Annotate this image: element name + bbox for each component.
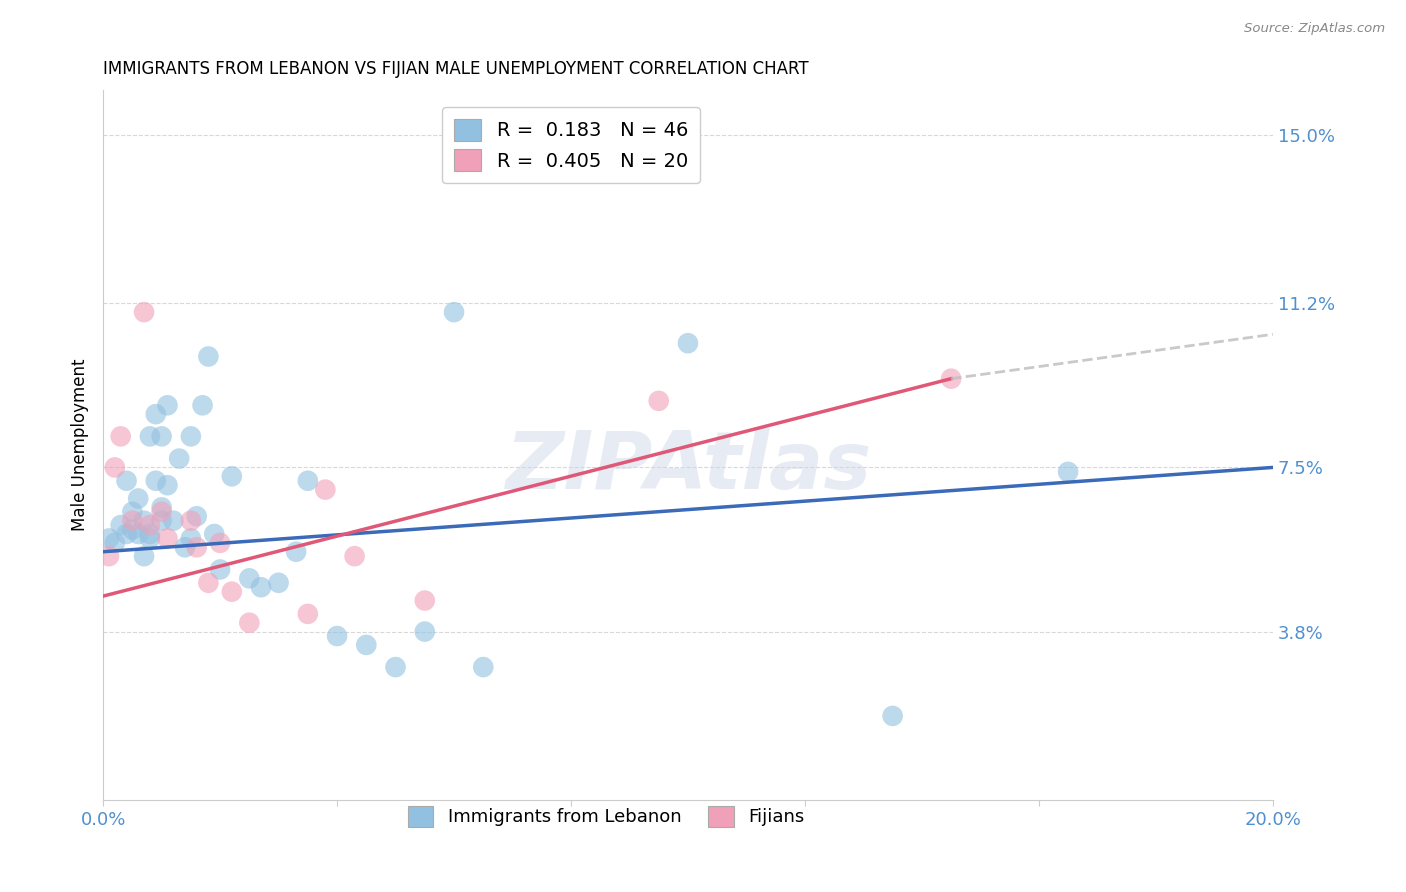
Point (145, 474, 167, 488)
Point (343, 549, 366, 564)
Point (882, 709, 904, 723)
Point (180, 429, 202, 443)
Text: ZIPAtlas: ZIPAtlas (505, 427, 872, 506)
Point (250, 580, 273, 594)
Point (115, 527, 138, 541)
Point (167, 451, 190, 466)
Point (180, 532, 202, 546)
Y-axis label: Male Unemployment: Male Unemployment (72, 359, 89, 532)
Point (326, 629, 349, 643)
Point (127, 491, 149, 506)
Point (150, 514, 173, 528)
Point (162, 514, 184, 528)
Point (356, 638, 378, 652)
Point (314, 483, 336, 497)
Point (238, 615, 260, 630)
Point (384, 660, 406, 674)
Text: Source: ZipAtlas.com: Source: ZipAtlas.com (1244, 22, 1385, 36)
Point (1057, 465, 1080, 479)
Legend: Immigrants from Lebanon, Fijians: Immigrants from Lebanon, Fijians (401, 798, 811, 834)
Point (174, 541, 197, 555)
Point (180, 514, 202, 528)
Point (186, 541, 208, 555)
Point (104, 460, 127, 475)
Point (121, 523, 143, 537)
Point (139, 532, 162, 546)
Point (413, 593, 436, 607)
Point (150, 505, 173, 519)
Point (472, 660, 495, 674)
Point (297, 474, 319, 488)
Point (150, 429, 173, 443)
Point (110, 429, 132, 443)
Point (104, 536, 127, 550)
Point (156, 478, 179, 492)
Point (121, 514, 143, 528)
Point (156, 398, 179, 412)
Point (443, 305, 465, 319)
Point (221, 584, 243, 599)
Point (413, 624, 436, 639)
Point (197, 575, 219, 590)
Point (150, 500, 173, 515)
Point (98, 532, 121, 546)
Point (145, 407, 167, 421)
Point (132, 549, 155, 564)
Point (139, 518, 162, 533)
Point (221, 469, 243, 483)
Point (267, 575, 290, 590)
Point (676, 336, 699, 351)
Point (186, 509, 208, 524)
Point (209, 562, 232, 576)
Point (115, 474, 138, 488)
Point (132, 514, 155, 528)
Text: IMMIGRANTS FROM LEBANON VS FIJIAN MALE UNEMPLOYMENT CORRELATION CHART: IMMIGRANTS FROM LEBANON VS FIJIAN MALE U… (103, 60, 808, 78)
Point (939, 372, 962, 386)
Point (139, 527, 162, 541)
Point (139, 429, 162, 443)
Point (132, 305, 155, 319)
Point (285, 545, 308, 559)
Point (197, 350, 219, 364)
Point (202, 527, 225, 541)
Point (297, 607, 319, 621)
Point (127, 527, 149, 541)
Point (209, 536, 232, 550)
Point (191, 398, 214, 412)
Point (110, 518, 132, 533)
Point (98, 549, 121, 564)
Point (647, 393, 669, 408)
Point (121, 505, 143, 519)
Point (156, 532, 179, 546)
Point (238, 571, 260, 585)
